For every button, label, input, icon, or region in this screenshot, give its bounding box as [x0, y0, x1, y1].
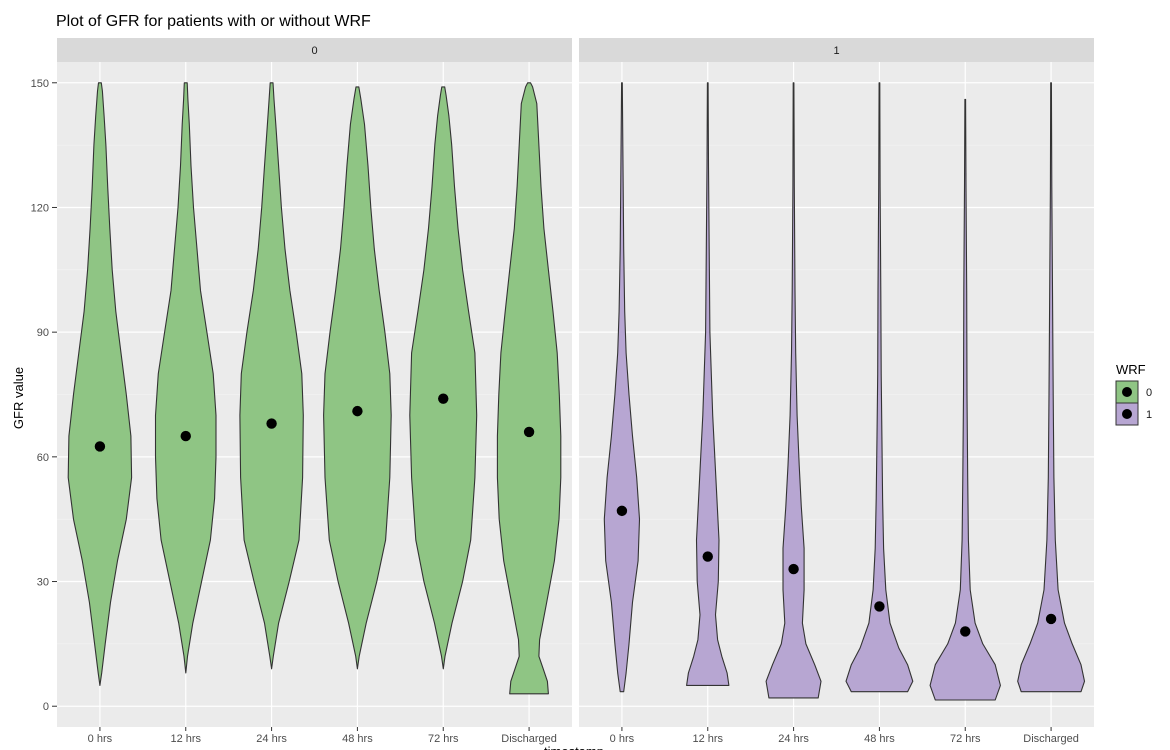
- violin-0-5: [496, 82, 562, 695]
- violin-1-4: [929, 98, 1001, 701]
- x-tick-label: 0 hrs: [88, 733, 113, 745]
- violin-1-1: [686, 82, 730, 686]
- violin-0-4: [409, 86, 478, 670]
- x-tick-label: 48 hrs: [864, 733, 895, 745]
- mean-point: [438, 393, 449, 404]
- chart-title: Plot of GFR for patients with or without…: [56, 13, 371, 30]
- violin-1-5: [1017, 82, 1086, 693]
- y-tick-label: 120: [31, 202, 49, 214]
- mean-point: [266, 418, 277, 429]
- legend: WRF 0 1: [1115, 362, 1152, 426]
- legend-point: [1122, 387, 1132, 397]
- y-axis-title: GFR value: [11, 367, 26, 429]
- violin-0-2: [239, 82, 304, 670]
- mean-point: [1045, 613, 1057, 625]
- violin-1-3: [845, 82, 914, 693]
- mean-point: [352, 405, 363, 417]
- violin-1-2: [765, 82, 822, 699]
- x-tick-label: 24 hrs: [778, 733, 809, 745]
- y-tick-label: 60: [37, 452, 49, 464]
- x-axis-title: timestamp: [544, 744, 604, 750]
- x-tick-label: Discharged: [1023, 733, 1079, 745]
- facet-strip: [57, 38, 572, 62]
- y-axis: 0 30 60 90 120 150: [31, 78, 57, 713]
- facet-strip: [579, 38, 1094, 62]
- facet-strip-label: 0: [311, 45, 317, 57]
- x-tick-label: 48 hrs: [342, 733, 373, 745]
- violin-1-0: [603, 82, 641, 693]
- violin-0-1: [154, 82, 217, 674]
- facet-strip-label: 1: [833, 45, 839, 57]
- violin-0-0: [67, 82, 133, 686]
- facet-panel-1: 1 0 hrs 12 hrs 24 hrs 48 hrs 72 hrs Discharged: [579, 38, 1094, 745]
- mean-point: [523, 426, 535, 438]
- x-tick-label: 12 hrs: [170, 733, 201, 745]
- y-tick-label: 0: [43, 701, 49, 713]
- mean-point: [874, 601, 885, 612]
- mean-point: [960, 626, 971, 637]
- y-tick-label: 30: [37, 577, 49, 589]
- y-tick-label: 150: [31, 78, 49, 90]
- y-tick-label: 90: [37, 327, 49, 339]
- violin-0-3: [323, 86, 392, 670]
- mean-point: [616, 505, 628, 517]
- x-tick-label: Discharged: [501, 733, 557, 745]
- mean-point: [788, 563, 799, 575]
- mean-point: [94, 441, 106, 452]
- legend-point: [1122, 409, 1132, 419]
- x-tick-label: 72 hrs: [428, 733, 459, 745]
- x-tick-label: 24 hrs: [256, 733, 287, 745]
- mean-point: [702, 551, 713, 562]
- x-tick-label: 12 hrs: [692, 733, 723, 745]
- facet-panel-0: 0 0 hrs 12 hrs 24 hrs 48 hrs 72 hrs Discharged: [57, 38, 572, 745]
- x-tick-label: 0 hrs: [610, 733, 635, 745]
- legend-title: WRF: [1116, 362, 1146, 377]
- facet-panels: 0 0 hrs 12 hrs 24 hrs 48 hrs 72 hrs Discharged…: [57, 38, 1094, 745]
- mean-point: [180, 430, 191, 442]
- legend-label-1: 1: [1146, 409, 1152, 421]
- legend-label-0: 0: [1146, 387, 1152, 399]
- x-tick-label: 72 hrs: [950, 733, 981, 745]
